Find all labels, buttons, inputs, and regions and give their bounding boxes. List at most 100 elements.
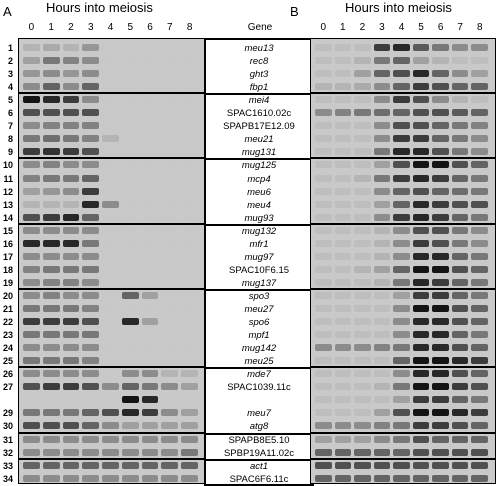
- gel-band: [161, 318, 179, 326]
- gel-band: [121, 396, 139, 404]
- gel-band: [161, 422, 179, 430]
- gel-band: [141, 161, 159, 169]
- gel-band: [161, 291, 179, 299]
- gene-label: SPAC1610.02c: [226, 108, 292, 120]
- gel-band: [412, 474, 430, 482]
- gel-band: [102, 70, 119, 78]
- gel-band: [412, 422, 430, 430]
- gel-band: [62, 396, 80, 404]
- gel-panel-b: [310, 38, 496, 484]
- gel-band: [102, 96, 119, 104]
- gene-label: mug132: [241, 225, 277, 237]
- gel-band: [334, 409, 352, 417]
- gel-band: [161, 96, 179, 104]
- gel-band: [102, 461, 119, 469]
- gel-band: [412, 57, 430, 65]
- gel-band: [42, 109, 60, 117]
- gel-band: [62, 148, 80, 156]
- gene-label: SPAPB17E12.09: [223, 121, 295, 133]
- group-divider: [19, 366, 205, 369]
- gel-band: [471, 252, 488, 260]
- gel-band: [315, 226, 332, 234]
- gel-band: [354, 44, 371, 52]
- gel-band: [412, 396, 430, 404]
- gel-band: [373, 83, 391, 91]
- gel-band: [451, 265, 469, 273]
- gel-band: [451, 122, 469, 130]
- gel-band: [334, 370, 352, 378]
- gel-band: [373, 265, 391, 273]
- gel-band: [82, 200, 100, 208]
- gel-band: [141, 383, 159, 391]
- gel-band: [432, 174, 449, 182]
- gel-band: [412, 213, 430, 221]
- gel-band: [62, 57, 80, 65]
- gel-band: [432, 265, 449, 273]
- gel-band: [121, 383, 139, 391]
- gel-band: [23, 252, 40, 260]
- gel-band: [315, 305, 332, 313]
- gel-band: [471, 344, 488, 352]
- group-divider: [19, 287, 205, 290]
- gel-band: [23, 226, 40, 234]
- gel-band: [315, 422, 332, 430]
- gel-band: [432, 448, 449, 456]
- gel-band: [334, 148, 352, 156]
- gel-band: [42, 148, 60, 156]
- gel-band: [42, 331, 60, 339]
- gel-band: [82, 109, 100, 117]
- gel-band: [23, 291, 40, 299]
- panel-a-letter: A: [3, 4, 12, 19]
- gene-column-title: Gene: [247, 22, 273, 33]
- gel-band: [82, 148, 100, 156]
- gel-band: [451, 331, 469, 339]
- row-number: 15: [2, 225, 13, 236]
- gel-band: [121, 265, 139, 273]
- gel-band: [354, 435, 371, 443]
- gel-band: [102, 83, 119, 91]
- gel-band: [315, 161, 332, 169]
- gel-band: [471, 448, 488, 456]
- gel-band: [373, 44, 391, 52]
- gel-band: [412, 200, 430, 208]
- gel-band: [82, 239, 100, 247]
- gel-band: [373, 174, 391, 182]
- gel-band: [161, 383, 179, 391]
- gel-band: [181, 409, 198, 417]
- gel-band: [161, 44, 179, 52]
- gel-band: [393, 148, 410, 156]
- gel-band: [451, 318, 469, 326]
- gel-band: [393, 318, 410, 326]
- gel-band: [451, 109, 469, 117]
- gel-band: [432, 435, 449, 443]
- gel-band: [393, 331, 410, 339]
- gel-band: [23, 318, 40, 326]
- gel-band: [62, 318, 80, 326]
- gel-band: [141, 200, 159, 208]
- gel-band: [102, 357, 119, 365]
- gel-band: [432, 252, 449, 260]
- gel-band: [102, 305, 119, 313]
- gene-label: fbp1: [249, 82, 269, 94]
- gel-band: [451, 291, 469, 299]
- gel-band: [102, 148, 119, 156]
- gel-band: [121, 474, 139, 482]
- gel-band: [432, 331, 449, 339]
- gel-band: [121, 239, 139, 247]
- gel-band: [23, 370, 40, 378]
- row-number: 31: [2, 434, 13, 445]
- gel-band: [354, 96, 371, 104]
- gel-band: [393, 305, 410, 313]
- gel-band: [412, 135, 430, 143]
- gel-band: [161, 370, 179, 378]
- gel-band: [412, 83, 430, 91]
- gel-band: [42, 226, 60, 234]
- gel-band: [42, 409, 60, 417]
- gel-band: [102, 291, 119, 299]
- gel-band: [42, 83, 60, 91]
- gel-band: [23, 265, 40, 273]
- gel-band: [373, 109, 391, 117]
- gel-band: [181, 187, 198, 195]
- gel-band: [451, 57, 469, 65]
- gel-band: [471, 213, 488, 221]
